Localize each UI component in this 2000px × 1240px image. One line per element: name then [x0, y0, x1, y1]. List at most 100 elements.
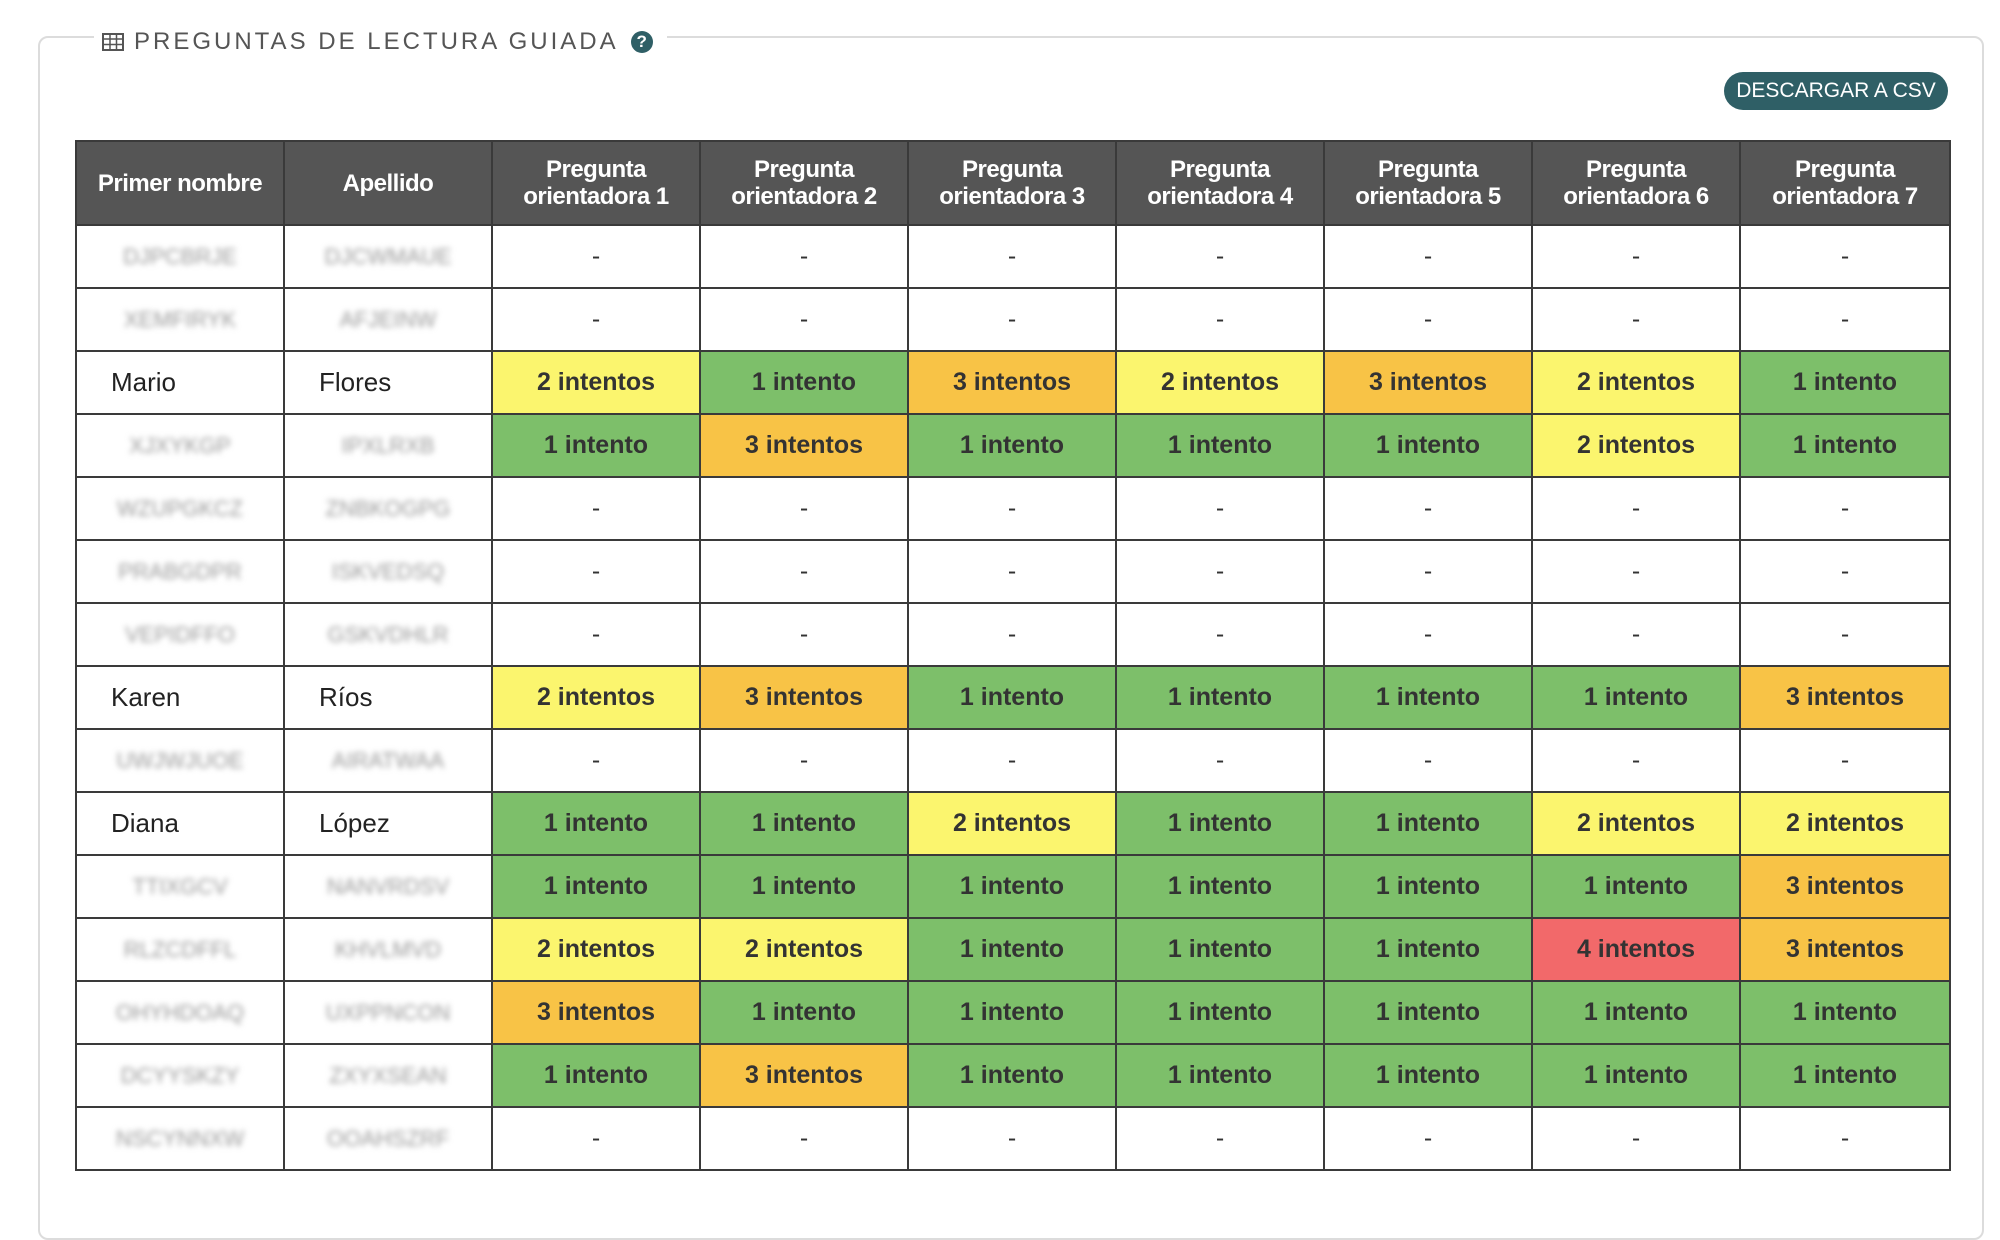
table-row: TTIXGCV NANVRDSV 1 intento 1 intento 1 inten… — [75, 854, 1951, 919]
attempts-cell: - — [907, 476, 1117, 541]
attempts-cell: - — [1323, 476, 1533, 541]
attempts-cell: 2 intentos — [491, 350, 701, 415]
attempts-cell: - — [491, 728, 701, 793]
attempts-cell: 1 intento — [699, 791, 909, 856]
attempts-cell: - — [907, 539, 1117, 604]
attempts-cell: 3 intentos — [699, 413, 909, 478]
last-name-cell: UXPPNCON — [283, 980, 493, 1045]
attempts-cell: 2 intentos — [1531, 791, 1741, 856]
attempts-cell: 1 intento — [907, 980, 1117, 1045]
attempts-cell: - — [1739, 476, 1951, 541]
attempts-cell: 1 intento — [1531, 854, 1741, 919]
column-header-first-name[interactable]: Primer nombre — [75, 140, 285, 226]
attempts-cell: 2 intentos — [1739, 791, 1951, 856]
first-name-cell: UWJWJUOE — [75, 728, 285, 793]
attempts-cell: - — [907, 602, 1117, 667]
attempts-cell: - — [491, 476, 701, 541]
attempts-cell: - — [491, 1106, 701, 1171]
attempts-cell: - — [1115, 602, 1325, 667]
attempts-cell: 2 intentos — [491, 665, 701, 730]
attempts-cell: 1 intento — [1739, 350, 1951, 415]
column-header-question-1[interactable]: Pregunta orientadora 1 — [491, 140, 701, 226]
table-row: DJPCBRJE DJCWMAUE - - - - - - - — [75, 224, 1951, 289]
attempts-cell: - — [1323, 602, 1533, 667]
column-header-last-name[interactable]: Apellido — [283, 140, 493, 226]
column-header-question-3[interactable]: Pregunta orientadora 3 — [907, 140, 1117, 226]
attempts-cell: 4 intentos — [1531, 917, 1741, 982]
attempts-cell: 3 intentos — [699, 665, 909, 730]
attempts-cell: - — [1115, 476, 1325, 541]
attempts-cell: - — [491, 224, 701, 289]
attempts-cell: - — [1323, 287, 1533, 352]
attempts-cell: 1 intento — [1739, 980, 1951, 1045]
attempts-cell: - — [491, 287, 701, 352]
table-row: NSCYNNXW OOAHSZRF - - - - - - - — [75, 1106, 1951, 1171]
results-table: Primer nombre Apellido Pregunta orientad… — [75, 140, 1951, 1171]
first-name-cell: XJXYKGP — [75, 413, 285, 478]
first-name-cell: RLZCDFFL — [75, 917, 285, 982]
first-name-cell: XEMFIRYK — [75, 287, 285, 352]
column-header-question-4[interactable]: Pregunta orientadora 4 — [1115, 140, 1325, 226]
attempts-cell: 3 intentos — [907, 350, 1117, 415]
attempts-cell: 1 intento — [1323, 413, 1533, 478]
attempts-cell: 1 intento — [1115, 980, 1325, 1045]
attempts-cell: - — [699, 476, 909, 541]
attempts-cell: 1 intento — [1323, 665, 1533, 730]
attempts-cell: - — [1115, 287, 1325, 352]
attempts-cell: 2 intentos — [699, 917, 909, 982]
attempts-cell: - — [1115, 1106, 1325, 1171]
attempts-cell: - — [699, 1106, 909, 1171]
download-csv-button[interactable]: DESCARGAR A CSV — [1724, 72, 1948, 110]
first-name-cell: VEPIDFFO — [75, 602, 285, 667]
last-name-cell: Flores — [283, 350, 493, 415]
attempts-cell: 1 intento — [1115, 791, 1325, 856]
table-row: UWJWJUOE AIRATWAA - - - - - - - — [75, 728, 1951, 793]
table-row: OHYHDOAQ UXPPNCON 3 intentos 1 intento 1 int… — [75, 980, 1951, 1045]
attempts-cell: 1 intento — [1323, 791, 1533, 856]
last-name-cell: ZXYXSEAN — [283, 1043, 493, 1108]
attempts-cell: - — [699, 539, 909, 604]
attempts-cell: - — [1531, 287, 1741, 352]
attempts-cell: - — [1531, 224, 1741, 289]
question-circle-icon[interactable]: ? — [630, 31, 653, 53]
attempts-cell: 1 intento — [1739, 413, 1951, 478]
attempts-cell: 1 intento — [1115, 413, 1325, 478]
attempts-cell: 2 intentos — [1531, 413, 1741, 478]
attempts-cell: - — [699, 287, 909, 352]
attempts-cell: - — [1531, 728, 1741, 793]
table-row: Diana López 1 intento 1 intento 2 intentos 1 … — [75, 791, 1951, 856]
attempts-cell: 1 intento — [907, 1043, 1117, 1108]
attempts-cell: 1 intento — [1739, 1043, 1951, 1108]
panel-title-text: PREGUNTAS DE LECTURA GUIADA — [134, 28, 619, 55]
attempts-cell: 1 intento — [699, 854, 909, 919]
attempts-cell: - — [907, 728, 1117, 793]
last-name-cell: GSKVDHLR — [283, 602, 493, 667]
attempts-cell: - — [1323, 539, 1533, 604]
first-name-cell: WZUPGKCZ — [75, 476, 285, 541]
last-name-cell: AIRATWAA — [283, 728, 493, 793]
table-body: DJPCBRJE DJCWMAUE - - - - - - - XEMFIRYK AFJEINW - -… — [75, 224, 1951, 1171]
attempts-cell: - — [1739, 728, 1951, 793]
table-row: PRABGDPR ISKVEDSQ - - - - - - - — [75, 539, 1951, 604]
attempts-cell: 2 intentos — [1531, 350, 1741, 415]
attempts-cell: - — [699, 728, 909, 793]
attempts-cell: - — [1323, 1106, 1533, 1171]
table-row: XEMFIRYK AFJEINW - - - - - - - — [75, 287, 1951, 352]
last-name-cell: ISKVEDSQ — [283, 539, 493, 604]
column-header-question-2[interactable]: Pregunta orientadora 2 — [699, 140, 909, 226]
attempts-cell: 1 intento — [1115, 917, 1325, 982]
last-name-cell: ZNBKOGPG — [283, 476, 493, 541]
table-row: XJXYKGP IPXLRXB 1 intento 3 intentos 1 inten… — [75, 413, 1951, 478]
column-header-question-6[interactable]: Pregunta orientadora 6 — [1531, 140, 1741, 226]
column-header-question-5[interactable]: Pregunta orientadora 5 — [1323, 140, 1533, 226]
attempts-cell: 1 intento — [699, 980, 909, 1045]
attempts-cell: - — [1531, 476, 1741, 541]
first-name-cell: DJPCBRJE — [75, 224, 285, 289]
attempts-cell: 1 intento — [491, 854, 701, 919]
attempts-cell: 3 intentos — [699, 1043, 909, 1108]
attempts-cell: 2 intentos — [907, 791, 1117, 856]
attempts-cell: 1 intento — [1531, 1043, 1741, 1108]
column-header-question-7[interactable]: Pregunta orientadora 7 — [1739, 140, 1951, 226]
attempts-cell: 1 intento — [907, 413, 1117, 478]
table-row: WZUPGKCZ ZNBKOGPG - - - - - - - — [75, 476, 1951, 541]
